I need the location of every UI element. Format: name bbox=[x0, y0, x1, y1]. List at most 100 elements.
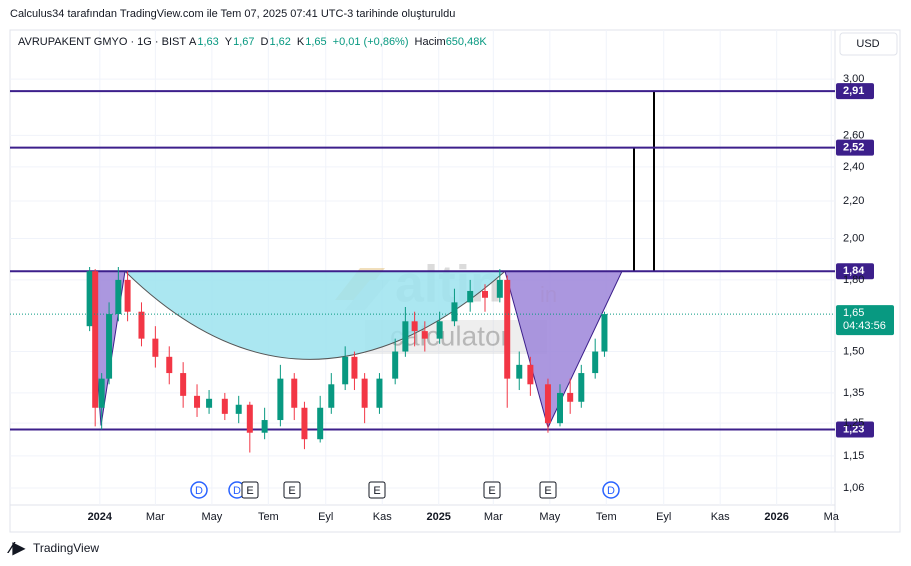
candle-body bbox=[301, 407, 308, 440]
event-marker[interactable] bbox=[190, 481, 208, 499]
x-tick-label: Kas bbox=[373, 511, 392, 523]
candle-body bbox=[235, 404, 242, 414]
candle-body bbox=[402, 321, 409, 352]
event-label: E bbox=[544, 485, 551, 497]
y-tick-label: 2,40 bbox=[843, 161, 864, 173]
x-tick-label: 2025 bbox=[426, 511, 450, 523]
candle-body bbox=[180, 373, 187, 396]
legend-value: 1,62 bbox=[269, 36, 290, 48]
candle-body bbox=[342, 356, 349, 385]
currency: USD bbox=[856, 38, 879, 50]
last-price-label: 1,65 bbox=[843, 307, 864, 319]
x-tick-label: Eyl bbox=[318, 511, 333, 523]
event-marker[interactable] bbox=[283, 481, 301, 499]
candle-body bbox=[436, 321, 443, 339]
symbol: AVRUPAKENT GMYO · 1G · BIST bbox=[18, 36, 186, 48]
event-marker[interactable] bbox=[539, 481, 557, 499]
cup-shape bbox=[123, 270, 507, 360]
legend-key: A bbox=[189, 36, 197, 48]
frame bbox=[9, 29, 901, 533]
candle-body bbox=[98, 378, 105, 408]
level-label-box bbox=[836, 421, 874, 438]
candle-body bbox=[124, 279, 131, 312]
candle-body bbox=[115, 279, 122, 315]
level-label-box bbox=[836, 139, 874, 156]
candle-body bbox=[261, 420, 268, 433]
y-tick-label: 1,35 bbox=[843, 387, 864, 399]
y-tick-label: 3,00 bbox=[843, 73, 864, 85]
candle-body bbox=[277, 378, 284, 421]
y-tick-label: 1,15 bbox=[843, 450, 864, 462]
level-label-box bbox=[836, 83, 874, 100]
candle-body bbox=[516, 364, 523, 379]
event-label: D bbox=[233, 485, 241, 497]
level-label: 2,52 bbox=[843, 142, 864, 154]
x-tick-label: Kas bbox=[711, 511, 730, 523]
event-marker[interactable] bbox=[602, 481, 620, 499]
x-tick-label: Ma bbox=[824, 511, 840, 523]
y-tick-label: 2,60 bbox=[843, 129, 864, 141]
candle-body bbox=[206, 398, 213, 408]
y-tick-label: 1,50 bbox=[843, 345, 864, 357]
candle-body bbox=[152, 338, 159, 357]
x-tick-label: Tem bbox=[596, 511, 617, 523]
candle-body bbox=[496, 279, 503, 298]
y-tick-label: 1,06 bbox=[843, 482, 864, 494]
x-tick-label: May bbox=[539, 511, 560, 523]
legend-key: Hacim bbox=[415, 36, 446, 48]
currency-button[interactable] bbox=[839, 32, 898, 56]
candle-body bbox=[421, 331, 428, 339]
candle-body bbox=[166, 356, 173, 374]
event-label: E bbox=[246, 485, 253, 497]
event-marker[interactable] bbox=[483, 481, 501, 499]
x-tick-label: Tem bbox=[258, 511, 279, 523]
footer: TradingView bbox=[33, 541, 99, 555]
x-tick-label: 2024 bbox=[88, 511, 113, 523]
legend-value: 1,67 bbox=[233, 36, 254, 48]
candle-body bbox=[92, 271, 99, 408]
tv-logo: ⁄▶ bbox=[7, 540, 26, 557]
countdown: 04:43:56 bbox=[843, 320, 886, 332]
level-label: 2,91 bbox=[843, 85, 864, 97]
candle-body bbox=[376, 378, 383, 408]
y-tick-label: 1,80 bbox=[843, 274, 864, 286]
event-label: D bbox=[607, 485, 615, 497]
y-tick-label: 2,00 bbox=[843, 232, 864, 244]
last-price-box bbox=[836, 305, 894, 336]
candle-body bbox=[328, 384, 335, 408]
candle-body bbox=[601, 314, 608, 352]
x-tick-label: Mar bbox=[484, 511, 503, 523]
candle-body bbox=[504, 279, 511, 379]
event-marker[interactable] bbox=[241, 481, 259, 499]
candle-body bbox=[317, 407, 324, 440]
level-label-box bbox=[836, 263, 874, 280]
event-label: D bbox=[195, 485, 203, 497]
legend-change: +0,01 (+0,86%) bbox=[333, 36, 409, 48]
event-marker[interactable] bbox=[368, 481, 386, 499]
candle-body bbox=[482, 290, 488, 298]
event-label: E bbox=[488, 485, 495, 497]
legend-value: 1,65 bbox=[305, 36, 326, 48]
candle-body bbox=[246, 404, 253, 433]
x-tick-label: 2026 bbox=[764, 511, 788, 523]
level-label: 1,84 bbox=[843, 265, 865, 277]
candle-body bbox=[567, 392, 574, 402]
x-tick-label: Mar bbox=[146, 511, 165, 523]
candle-body bbox=[106, 314, 113, 379]
legend-key: D bbox=[261, 36, 269, 48]
event-label: E bbox=[288, 485, 295, 497]
legend-key: K bbox=[297, 36, 305, 48]
y-tick-label: 1,25 bbox=[843, 417, 864, 429]
legend-key: Y bbox=[225, 36, 233, 48]
candle-body bbox=[221, 398, 228, 414]
candle-body bbox=[194, 395, 201, 408]
candle-body bbox=[527, 364, 534, 385]
candle-body bbox=[557, 392, 563, 424]
candle-body bbox=[361, 378, 368, 408]
candle-body bbox=[544, 384, 551, 424]
legend-value: 650,48K bbox=[446, 36, 488, 48]
candle-body bbox=[86, 271, 93, 327]
x-tick-label: May bbox=[201, 511, 222, 523]
